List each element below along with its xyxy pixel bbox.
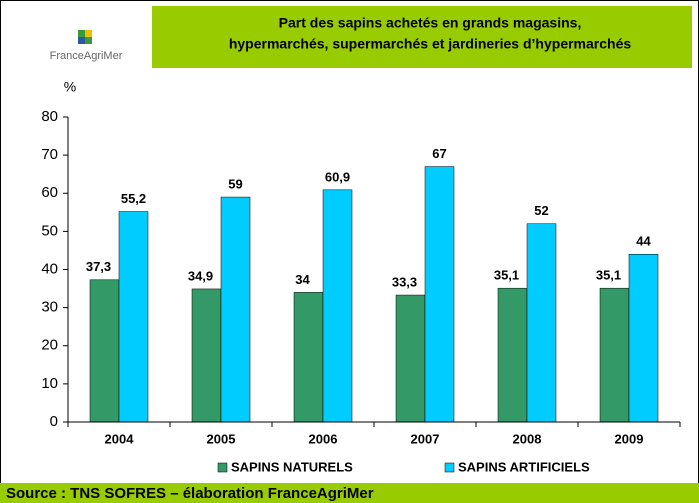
bar — [118, 211, 149, 423]
legend-label: SAPINS ARTIFICIELS — [458, 459, 590, 474]
x-tick-label: 2008 — [513, 431, 542, 446]
bar — [526, 223, 557, 423]
value-label: 37,3 — [86, 259, 111, 274]
value-label: 59 — [228, 177, 242, 192]
y-axis-label: % — [64, 79, 76, 95]
value-label: 35,1 — [494, 268, 519, 283]
value-label: 67 — [432, 146, 446, 161]
value-label: 44 — [636, 234, 651, 249]
y-tick-label: 0 — [50, 413, 58, 430]
legend-swatch — [444, 462, 455, 473]
y-tick-label: 70 — [41, 146, 58, 163]
value-label: 60,9 — [325, 169, 350, 184]
chart-title: hypermarchés, supermarchés et jardinerie… — [229, 36, 632, 52]
y-tick-label: 80 — [41, 108, 58, 125]
source: Source : TNS SOFRES – élaboration France… — [6, 485, 374, 502]
bar — [89, 279, 120, 423]
value-label: 34,9 — [188, 268, 213, 283]
logo-icon — [78, 30, 92, 44]
x-tick-label: 2009 — [615, 431, 644, 446]
value-label: 55,2 — [121, 191, 146, 206]
bar — [322, 189, 353, 423]
bar — [395, 294, 426, 423]
legend-swatch — [217, 462, 228, 473]
y-tick-label: 10 — [41, 375, 58, 392]
x-tick-label: 2007 — [411, 431, 440, 446]
y-tick-label: 20 — [41, 337, 58, 354]
bar — [293, 292, 324, 423]
chart-title: Part des sapins achetés en grands magasi… — [279, 15, 582, 31]
value-label: 52 — [534, 203, 548, 218]
y-tick-label: 50 — [41, 222, 58, 239]
logo-text: FranceAgriMer — [50, 50, 123, 62]
y-tick-label: 30 — [41, 299, 58, 316]
value-label: 35,1 — [596, 268, 621, 283]
y-tick-label: 60 — [41, 184, 58, 201]
bar — [191, 288, 222, 423]
title-box — [152, 6, 692, 68]
x-tick-label: 2005 — [207, 431, 236, 446]
bar — [599, 287, 630, 423]
value-label: 33,3 — [392, 274, 417, 289]
x-tick-label: 2006 — [309, 431, 338, 446]
bar — [497, 287, 528, 423]
x-tick-label: 2004 — [105, 431, 135, 446]
bar — [220, 196, 251, 423]
bar — [628, 254, 659, 423]
value-label: 34 — [295, 272, 310, 287]
legend-label: SAPINS NATURELS — [231, 459, 353, 474]
bar — [424, 166, 455, 423]
y-tick-label: 40 — [41, 260, 58, 277]
source-bar — [0, 483, 699, 503]
